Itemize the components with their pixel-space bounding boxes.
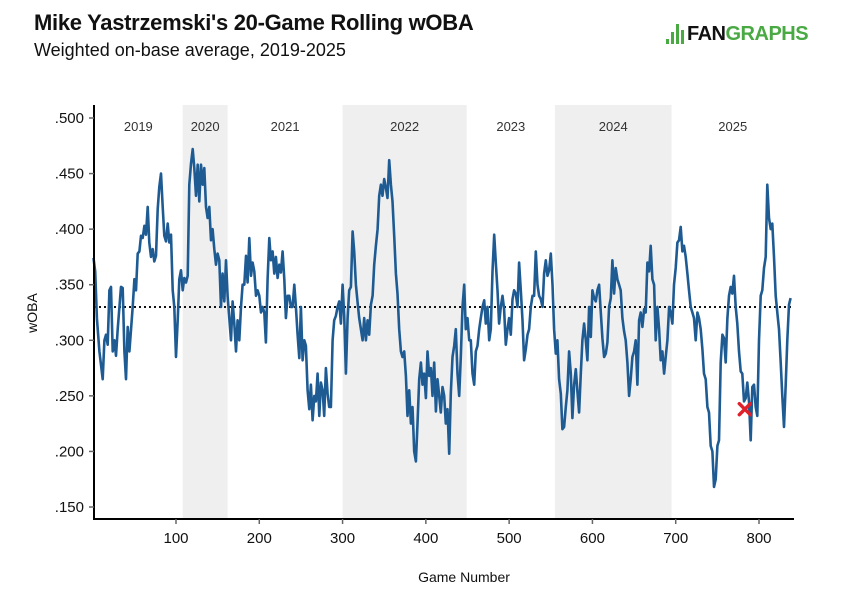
y-tick-label: .350 <box>55 277 84 294</box>
y-tick-label: .450 <box>55 166 84 183</box>
season-label-2022: 2022 <box>390 119 419 134</box>
y-tick-label: .400 <box>55 221 84 238</box>
rolling-woba-line <box>92 147 792 489</box>
season-label-2021: 2021 <box>271 119 300 134</box>
chart-subtitle: Weighted on-base average, 2019-2025 <box>34 40 346 60</box>
season-label-2024: 2024 <box>599 119 628 134</box>
season-labels: 2019 2020 2021 2022 2023 2024 2025 <box>124 119 747 134</box>
season-label-2020: 2020 <box>191 119 220 134</box>
season-label-2019: 2019 <box>124 119 153 134</box>
x-tick-label: 200 <box>247 530 272 547</box>
y-tick-label: .200 <box>55 443 84 460</box>
x-tick-label: 100 <box>163 530 188 547</box>
y-axis-ticks: .150 .200 .250 .300 .350 .400 .450 .500 <box>55 110 94 516</box>
y-tick-label: .300 <box>55 332 84 349</box>
season-label-2025: 2025 <box>718 119 747 134</box>
y-tick-label: .250 <box>55 388 84 405</box>
fangraphs-logo-icon <box>666 24 684 44</box>
x-tick-label: 500 <box>497 530 522 547</box>
marker-x-stroke-2 <box>737 401 753 417</box>
fangraphs-logo: FAN GRAPHS <box>666 22 809 46</box>
x-tick-label: 300 <box>330 530 355 547</box>
season-band-2024 <box>554 105 672 519</box>
season-label-2023: 2023 <box>496 119 525 134</box>
x-axis-title: Game Number <box>418 569 510 585</box>
y-tick-label: .500 <box>55 110 84 127</box>
chart-title: Mike Yastrzemski's 20-Game Rolling wOBA <box>34 10 474 35</box>
x-tick-label: 800 <box>746 530 771 547</box>
y-tick-label: .150 <box>55 499 84 516</box>
y-axis-title: wOBA <box>24 293 40 334</box>
x-tick-label: 700 <box>663 530 688 547</box>
season-band-2022 <box>342 105 467 519</box>
x-axis-ticks: 100 200 300 400 500 600 700 800 <box>163 519 772 547</box>
logo-text-fan: FAN <box>687 22 726 45</box>
current-marker <box>737 401 753 417</box>
x-tick-label: 400 <box>413 530 438 547</box>
logo-text-graphs: GRAPHS <box>725 22 809 45</box>
x-tick-label: 600 <box>580 530 605 547</box>
season-bands <box>182 105 672 519</box>
